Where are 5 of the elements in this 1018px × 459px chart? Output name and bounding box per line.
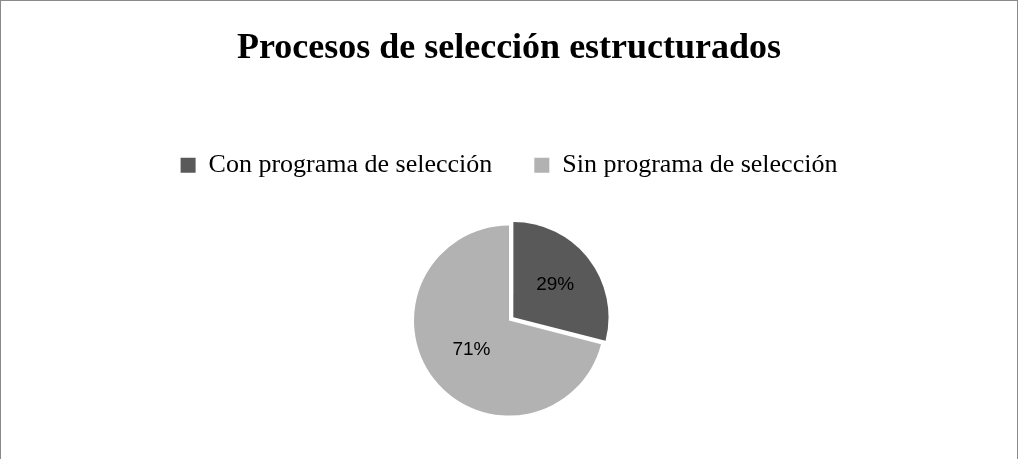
data-label: 29% — [536, 272, 575, 294]
legend-label: Con programa de selección — [208, 149, 493, 179]
chart-title: Procesos de selección estructurados — [236, 25, 782, 66]
data-label: 71% — [452, 337, 491, 359]
legend-label: Sin programa de selección — [562, 149, 838, 179]
